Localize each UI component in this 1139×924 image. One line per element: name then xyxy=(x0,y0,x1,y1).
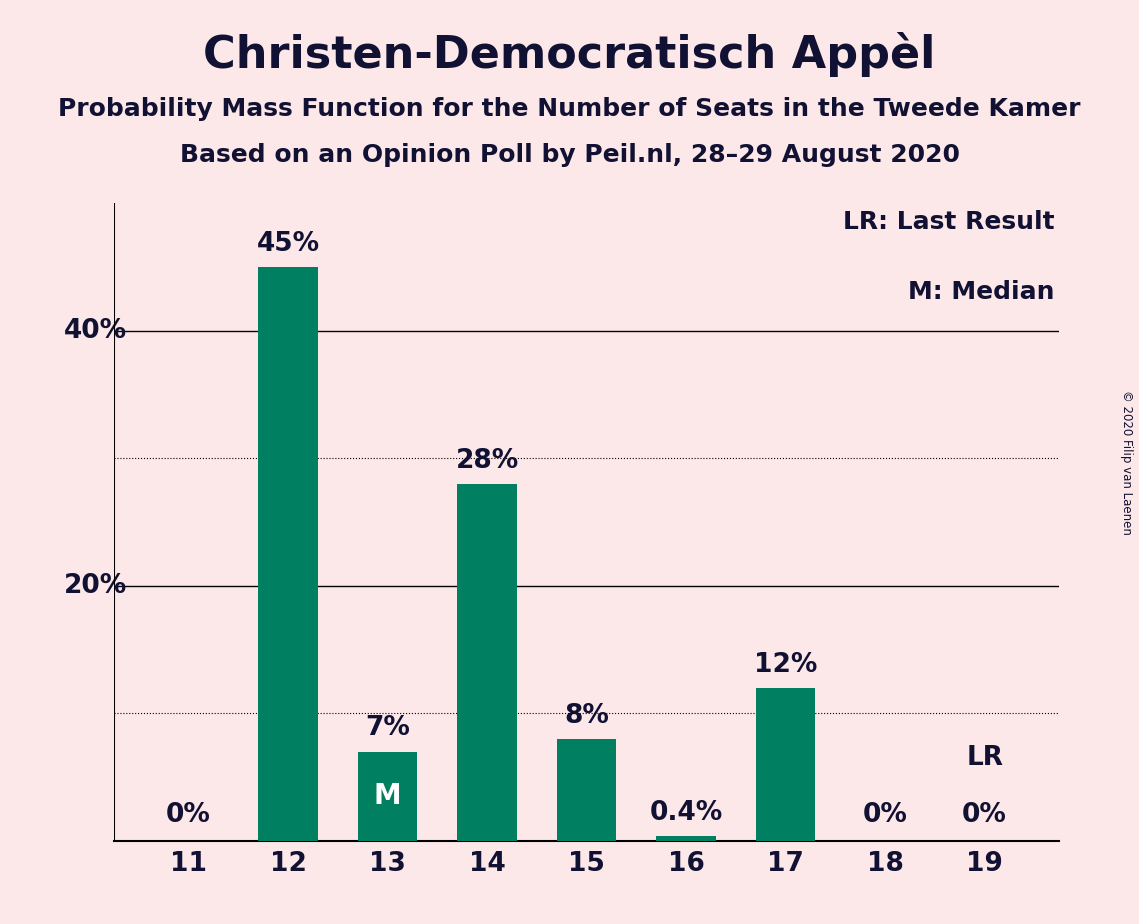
Text: 8%: 8% xyxy=(564,702,609,729)
Text: 0.4%: 0.4% xyxy=(649,799,723,825)
Text: Based on an Opinion Poll by Peil.nl, 28–29 August 2020: Based on an Opinion Poll by Peil.nl, 28–… xyxy=(180,143,959,167)
Text: Christen-Democratisch Appèl: Christen-Democratisch Appèl xyxy=(204,32,935,78)
Text: 0%: 0% xyxy=(166,802,211,828)
Text: LR: Last Result: LR: Last Result xyxy=(843,210,1055,234)
Text: 7%: 7% xyxy=(366,715,410,741)
Text: 0%: 0% xyxy=(862,802,908,828)
Text: 20%: 20% xyxy=(64,573,126,599)
Text: © 2020 Filip van Laenen: © 2020 Filip van Laenen xyxy=(1121,390,1133,534)
Text: 40%: 40% xyxy=(64,318,126,344)
Text: LR: LR xyxy=(966,745,1003,771)
Bar xyxy=(457,484,517,841)
Text: 0%: 0% xyxy=(962,802,1007,828)
Bar xyxy=(259,267,318,841)
Text: 45%: 45% xyxy=(256,231,320,257)
Text: 12%: 12% xyxy=(754,651,818,677)
Text: M: Median: M: Median xyxy=(908,280,1055,304)
Text: Probability Mass Function for the Number of Seats in the Tweede Kamer: Probability Mass Function for the Number… xyxy=(58,97,1081,121)
Bar xyxy=(756,687,816,841)
Bar xyxy=(358,751,417,841)
Bar xyxy=(656,835,716,841)
Text: 28%: 28% xyxy=(456,447,518,474)
Text: M: M xyxy=(374,783,401,810)
Bar xyxy=(557,739,616,841)
